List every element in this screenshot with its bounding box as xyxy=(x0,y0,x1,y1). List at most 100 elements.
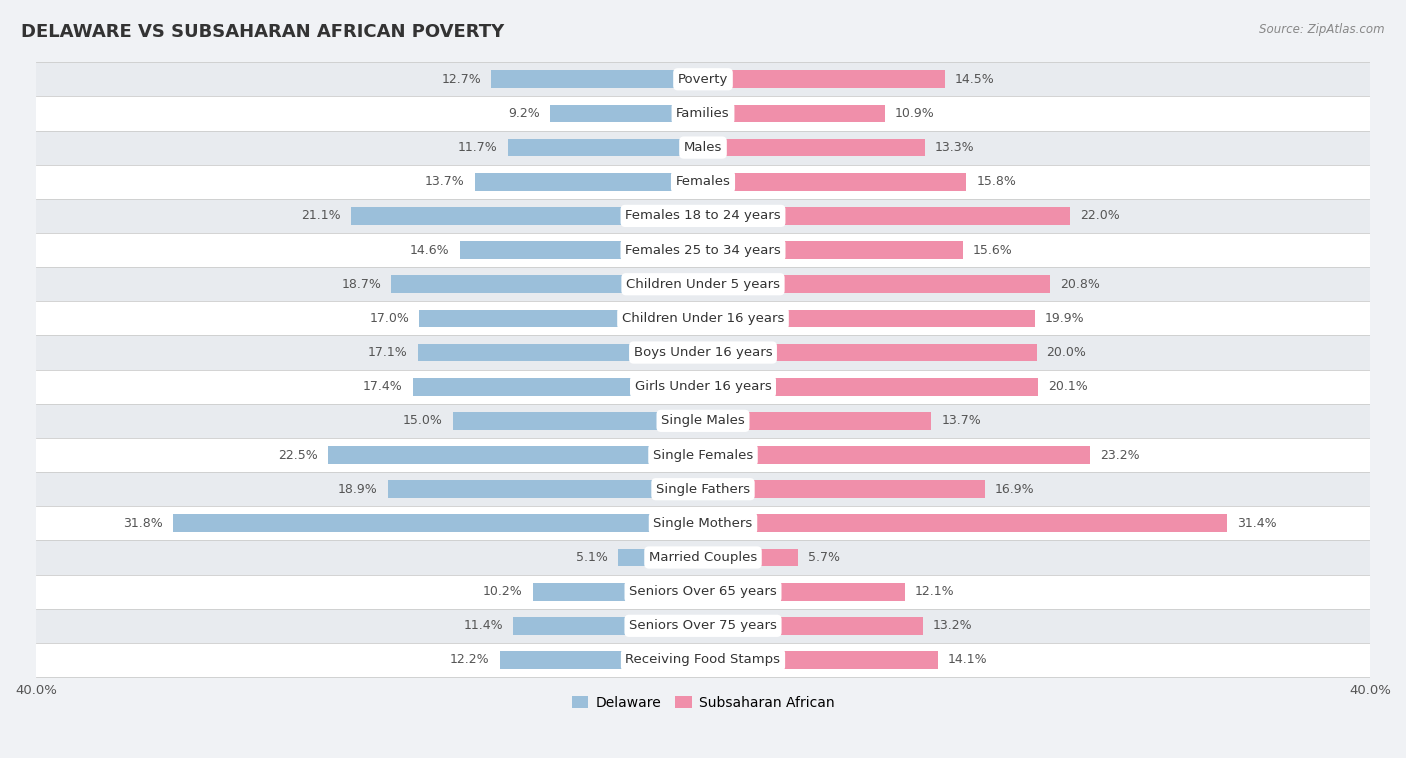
Bar xyxy=(499,651,703,669)
Bar xyxy=(703,105,884,122)
Bar xyxy=(508,139,703,156)
Text: 15.0%: 15.0% xyxy=(404,415,443,428)
Text: Single Mothers: Single Mothers xyxy=(654,517,752,530)
Text: 21.1%: 21.1% xyxy=(301,209,342,222)
Text: 13.7%: 13.7% xyxy=(425,175,464,188)
Text: 20.8%: 20.8% xyxy=(1060,277,1099,291)
Bar xyxy=(388,481,703,498)
Bar xyxy=(513,617,703,634)
Bar xyxy=(413,377,703,396)
Bar xyxy=(37,540,1369,575)
Text: 13.3%: 13.3% xyxy=(935,141,974,154)
Text: 22.5%: 22.5% xyxy=(278,449,318,462)
Text: 11.4%: 11.4% xyxy=(463,619,503,632)
Bar xyxy=(703,651,938,669)
Bar xyxy=(37,62,1369,96)
Text: 15.8%: 15.8% xyxy=(977,175,1017,188)
Text: 22.0%: 22.0% xyxy=(1080,209,1119,222)
Text: Males: Males xyxy=(683,141,723,154)
Text: Married Couples: Married Couples xyxy=(650,551,756,564)
Text: Females 18 to 24 years: Females 18 to 24 years xyxy=(626,209,780,222)
Bar xyxy=(703,583,905,600)
Legend: Delaware, Subsaharan African: Delaware, Subsaharan African xyxy=(567,690,839,715)
Bar xyxy=(703,446,1090,464)
Text: Girls Under 16 years: Girls Under 16 years xyxy=(634,381,772,393)
Bar xyxy=(37,130,1369,164)
Bar xyxy=(328,446,703,464)
Bar xyxy=(703,343,1036,362)
Text: 18.7%: 18.7% xyxy=(342,277,381,291)
Text: Single Females: Single Females xyxy=(652,449,754,462)
Text: 31.8%: 31.8% xyxy=(122,517,163,530)
Text: Boys Under 16 years: Boys Under 16 years xyxy=(634,346,772,359)
Text: Poverty: Poverty xyxy=(678,73,728,86)
Text: Families: Families xyxy=(676,107,730,120)
Text: DELAWARE VS SUBSAHARAN AFRICAN POVERTY: DELAWARE VS SUBSAHARAN AFRICAN POVERTY xyxy=(21,23,505,41)
Bar xyxy=(703,275,1050,293)
Bar xyxy=(173,515,703,532)
Text: Seniors Over 65 years: Seniors Over 65 years xyxy=(628,585,778,598)
Bar xyxy=(37,643,1369,677)
Bar xyxy=(37,164,1369,199)
Bar xyxy=(703,241,963,259)
Bar xyxy=(37,370,1369,404)
Text: 11.7%: 11.7% xyxy=(458,141,498,154)
Text: 19.9%: 19.9% xyxy=(1045,312,1084,325)
Bar xyxy=(703,617,924,634)
Bar xyxy=(491,70,703,88)
Bar xyxy=(703,481,984,498)
Text: 5.1%: 5.1% xyxy=(576,551,607,564)
Bar xyxy=(37,438,1369,472)
Text: 23.2%: 23.2% xyxy=(1099,449,1139,462)
Text: 18.9%: 18.9% xyxy=(337,483,378,496)
Text: 31.4%: 31.4% xyxy=(1237,517,1277,530)
Bar xyxy=(37,506,1369,540)
Bar xyxy=(37,267,1369,301)
Text: 10.9%: 10.9% xyxy=(894,107,935,120)
Text: Single Fathers: Single Fathers xyxy=(657,483,749,496)
Text: 17.0%: 17.0% xyxy=(370,312,409,325)
Text: 17.1%: 17.1% xyxy=(368,346,408,359)
Text: 20.1%: 20.1% xyxy=(1049,381,1088,393)
Text: Receiving Food Stamps: Receiving Food Stamps xyxy=(626,653,780,666)
Bar xyxy=(460,241,703,259)
Bar xyxy=(391,275,703,293)
Bar xyxy=(703,207,1070,225)
Bar xyxy=(703,549,799,566)
Bar xyxy=(37,575,1369,609)
Bar xyxy=(703,70,945,88)
Text: 14.6%: 14.6% xyxy=(411,243,450,256)
Text: Children Under 5 years: Children Under 5 years xyxy=(626,277,780,291)
Bar xyxy=(37,301,1369,336)
Text: 13.7%: 13.7% xyxy=(942,415,981,428)
Text: Source: ZipAtlas.com: Source: ZipAtlas.com xyxy=(1260,23,1385,36)
Text: 17.4%: 17.4% xyxy=(363,381,404,393)
Bar xyxy=(703,309,1035,327)
Bar xyxy=(475,173,703,190)
Bar xyxy=(37,404,1369,438)
Text: 14.1%: 14.1% xyxy=(948,653,988,666)
Text: Single Males: Single Males xyxy=(661,415,745,428)
Bar xyxy=(37,233,1369,267)
Text: 15.6%: 15.6% xyxy=(973,243,1012,256)
Text: Seniors Over 75 years: Seniors Over 75 years xyxy=(628,619,778,632)
Bar xyxy=(418,343,703,362)
Text: 13.2%: 13.2% xyxy=(934,619,973,632)
Bar xyxy=(550,105,703,122)
Bar xyxy=(619,549,703,566)
Text: 12.2%: 12.2% xyxy=(450,653,489,666)
Bar xyxy=(703,515,1226,532)
Bar xyxy=(37,96,1369,130)
Text: 14.5%: 14.5% xyxy=(955,73,994,86)
Text: 5.7%: 5.7% xyxy=(808,551,839,564)
Bar xyxy=(533,583,703,600)
Text: 9.2%: 9.2% xyxy=(508,107,540,120)
Text: 12.7%: 12.7% xyxy=(441,73,481,86)
Text: Females 25 to 34 years: Females 25 to 34 years xyxy=(626,243,780,256)
Text: Females: Females xyxy=(675,175,731,188)
Bar xyxy=(419,309,703,327)
Text: 12.1%: 12.1% xyxy=(915,585,955,598)
Text: Children Under 16 years: Children Under 16 years xyxy=(621,312,785,325)
Text: 20.0%: 20.0% xyxy=(1046,346,1087,359)
Bar xyxy=(453,412,703,430)
